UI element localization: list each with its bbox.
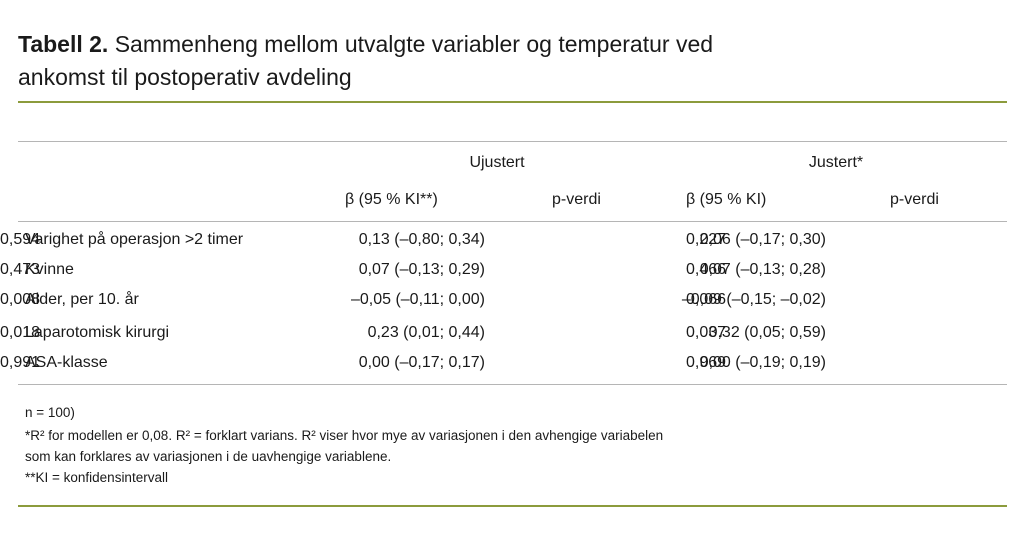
cell: 0,23 (0,01; 0,44): [367, 324, 485, 341]
column-header: p-verdi: [552, 191, 601, 208]
column-header: β (95 % KI**): [345, 191, 438, 208]
note: **KI = konfidensintervall: [25, 470, 168, 485]
cell: 0,018: [0, 324, 41, 341]
cell: 0,594: [0, 231, 41, 248]
group-header: Ujustert: [469, 154, 525, 171]
cell: –0,05 (–0,11; 0,00): [350, 291, 485, 308]
table-title: Tabell 2. Sammenheng mellom utvalgte var…: [18, 28, 738, 94]
cell: 0,07 (–0,13; 0,28): [699, 261, 826, 278]
cell: 0,13 (–0,80; 0,34): [358, 231, 485, 248]
cell: 0,07 (–0,13; 0,29): [358, 261, 485, 278]
cell: 0,473: [0, 261, 41, 278]
cell: –0,09 (–0,15; –0,02): [681, 291, 826, 308]
cell: 0,008: [0, 291, 41, 308]
rule: [18, 221, 1007, 222]
cell: 0,00 (–0,19; 0,19): [699, 354, 826, 371]
row-label: Varighet på operasjon >2 timer: [25, 231, 244, 248]
cell: 0,32 (0,05; 0,59): [708, 324, 826, 341]
rule: [18, 101, 1007, 103]
cell: 0,066: [686, 291, 727, 308]
rule: [18, 505, 1007, 507]
cell: 0,227: [686, 231, 727, 248]
column-header: p-verdi: [890, 191, 939, 208]
column-header: β (95 % KI): [686, 191, 767, 208]
title-text: Sammenheng mellom utvalgte variabler og …: [18, 31, 714, 90]
cell: 0,06 (–0,17; 0,30): [699, 231, 826, 248]
cell: 0,466: [686, 261, 727, 278]
rule: [18, 384, 1007, 385]
note: *R² for modellen er 0,08. R² = forklart …: [25, 428, 664, 443]
title-label: Tabell 2.: [18, 31, 109, 57]
rule: [18, 141, 1007, 142]
cell: 0,991: [0, 354, 41, 371]
group-header: Justert*: [808, 154, 864, 171]
row-label: Alder, per 10. år: [25, 291, 139, 308]
row-label: Kvinne: [25, 261, 74, 278]
row-label: Laparotomisk kirurgi: [25, 324, 170, 341]
row-label: ASA-klasse: [25, 354, 108, 371]
cell: 0,969: [686, 354, 727, 371]
note: som kan forklares av variasjonen i de ua…: [25, 449, 392, 464]
cell: 0,037: [686, 324, 727, 341]
note: n = 100): [25, 405, 75, 420]
cell: 0,00 (–0,17; 0,17): [358, 354, 485, 371]
